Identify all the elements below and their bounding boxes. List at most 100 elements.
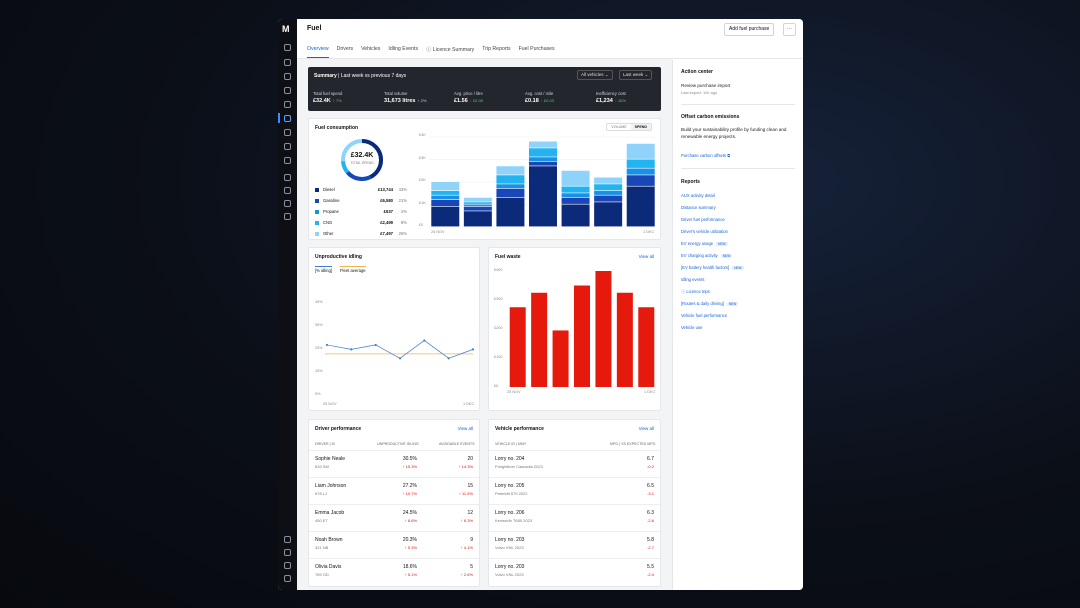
tab-drivers[interactable]: Drivers	[336, 46, 354, 52]
report-link[interactable]: EV charging activity NEW	[681, 253, 733, 258]
report-link[interactable]: [Routes & daily driving] NEW	[681, 301, 739, 306]
rail-icon-files[interactable]	[284, 187, 291, 194]
add-fuel-purchase-button[interactable]: Add fuel purchase	[724, 23, 775, 36]
action-item[interactable]: Review purchase import	[681, 83, 731, 88]
table-row[interactable]: Lorry no. 206 Kenworth T680 2023 6.3 -2.6	[489, 504, 660, 531]
bar-gasoline-1[interactable]	[463, 206, 492, 211]
waste-bar-0[interactable]	[509, 307, 526, 387]
bar-cng-0[interactable]	[431, 191, 460, 195]
rail-icon-fuel[interactable]	[284, 115, 291, 122]
tab-idling-events[interactable]: Idling Events	[388, 46, 419, 52]
table-row[interactable]: Lorry no. 203 Volvo VNL 2023 5.5 -2.4	[489, 558, 660, 585]
bar-gasoline-4[interactable]	[561, 197, 590, 204]
bar-gasoline-5[interactable]	[594, 195, 623, 202]
rail-icon-tools[interactable]	[284, 200, 291, 207]
view-all-link[interactable]: View all	[638, 254, 654, 259]
rail-icon-compliance[interactable]	[284, 87, 291, 94]
rail-icon-shield[interactable]	[284, 157, 291, 164]
rail-icon-maintenance[interactable]	[284, 101, 291, 108]
rail-icon-map[interactable]	[284, 59, 291, 66]
table-row[interactable]: Lorry no. 203 Volvo VNL 2023 5.8 -2.7	[489, 531, 660, 558]
toggle-volume[interactable]: VOLUME	[611, 125, 627, 129]
bar-propane-0[interactable]	[431, 195, 460, 200]
rail-icon-docs[interactable]	[284, 174, 291, 181]
bar-propane-6[interactable]	[626, 168, 655, 175]
idling-point-4[interactable]	[423, 339, 426, 342]
waste-bar-2[interactable]	[552, 330, 569, 387]
table-row[interactable]: Lorry no. 204 Freightliner Cascadia 2023 6…	[489, 450, 660, 477]
tab-licence-summary[interactable]: ⓘ Licence Summary	[426, 47, 475, 53]
bar-propane-5[interactable]	[594, 191, 623, 195]
period-filter[interactable]: Last week ⌄	[619, 70, 653, 80]
more-button[interactable]: ⋯	[783, 23, 796, 36]
bar-propane-3[interactable]	[529, 157, 557, 162]
tab-trip-reports[interactable]: Trip Reports	[482, 46, 511, 52]
rail-icon-briefcase[interactable]	[284, 213, 291, 220]
view-all-link[interactable]: View all	[638, 426, 654, 431]
rail-icon-user[interactable]	[284, 536, 291, 543]
report-link[interactable]: Idling events	[681, 277, 705, 282]
table-row[interactable]: Liam Johnson 678 LJ 27.2% ↑ 10.7% 15 ↑ 11.5%	[309, 477, 479, 504]
idling-point-5[interactable]	[447, 357, 450, 360]
bar-other-0[interactable]	[431, 182, 460, 191]
report-link[interactable]: Vehicle use	[681, 325, 702, 330]
waste-bar-6[interactable]	[638, 307, 655, 387]
tab-overview[interactable]: Overview	[307, 46, 329, 58]
idling-point-2[interactable]	[374, 343, 377, 347]
idling-point-1[interactable]	[350, 348, 353, 351]
bar-diesel-2[interactable]	[496, 197, 525, 227]
idling-point-6[interactable]	[471, 348, 475, 351]
bar-cng-5[interactable]	[594, 184, 623, 191]
bar-propane-4[interactable]	[561, 193, 590, 198]
waste-bar-4[interactable]	[595, 271, 612, 387]
rail-icon-bell[interactable]	[284, 562, 291, 569]
tab-fuel-purchases[interactable]: Fuel Purchases	[518, 46, 555, 52]
rail-icon-settings[interactable]	[284, 143, 291, 150]
report-link[interactable]: [EV battery health factors] NEW	[681, 265, 744, 270]
waste-bar-1[interactable]	[531, 292, 548, 387]
rail-icon-routes[interactable]	[284, 44, 291, 51]
bar-diesel-1[interactable]	[463, 211, 492, 227]
report-link[interactable]: ⓘ Licence trips	[681, 289, 710, 295]
bar-propane-2[interactable]	[496, 184, 525, 189]
table-row[interactable]: Noah Brown 321 NB 20.3% ↑ 5.3% 9 ↑ 4.1%	[309, 531, 479, 558]
rail-icon-safety[interactable]	[284, 73, 291, 80]
bar-gasoline-6[interactable]	[626, 175, 655, 186]
bar-diesel-3[interactable]	[529, 166, 557, 227]
rail-icon-account[interactable]	[284, 575, 291, 582]
waste-bar-5[interactable]	[616, 292, 633, 387]
bar-other-1[interactable]	[463, 197, 492, 202]
bar-gasoline-3[interactable]	[529, 161, 557, 166]
bar-cng-3[interactable]	[529, 148, 557, 157]
bar-diesel-5[interactable]	[594, 202, 623, 227]
report-link[interactable]: AUX activity detail	[681, 193, 715, 198]
bar-other-6[interactable]	[626, 143, 655, 159]
report-link[interactable]: EV energy usage NEW	[681, 241, 728, 246]
vehicle-filter[interactable]: All vehicles ⌄	[577, 70, 613, 80]
report-link[interactable]: Vehicle fuel performance	[681, 313, 727, 318]
bar-gasoline-2[interactable]	[496, 188, 525, 198]
tab-vehicles[interactable]: Vehicles	[361, 46, 381, 52]
bar-gasoline-0[interactable]	[431, 200, 460, 207]
bar-cng-6[interactable]	[626, 159, 655, 168]
bar-propane-1[interactable]	[463, 204, 492, 207]
bar-other-4[interactable]	[561, 170, 590, 186]
toggle-spend[interactable]: SPEND	[630, 124, 651, 130]
purchase-carbon-offsets-link[interactable]: Purchase carbon offsets ⧉	[681, 153, 731, 158]
report-link[interactable]: Driver fuel performance	[681, 217, 725, 222]
bar-diesel-6[interactable]	[626, 186, 655, 227]
report-link[interactable]: Driver's vehicle utilization	[681, 229, 728, 234]
bar-diesel-0[interactable]	[431, 206, 460, 227]
table-row[interactable]: Emma Jacob 450 ET 24.5% ↑ 8.6% 12 ↑ 6.3%	[309, 504, 479, 531]
bar-other-5[interactable]	[594, 177, 623, 184]
bar-other-3[interactable]	[529, 141, 557, 148]
bar-cng-2[interactable]	[496, 175, 525, 184]
idling-point-3[interactable]	[398, 357, 402, 360]
table-row[interactable]: Olivia Davis 789 OD 18.6% ↑ 5.1% 5 ↑ 2.6%	[309, 558, 479, 585]
table-row[interactable]: Lorry no. 205 Peterbilt 579 2022 6.5 -3.1	[489, 477, 660, 504]
bar-diesel-4[interactable]	[561, 204, 590, 227]
waste-bar-3[interactable]	[574, 285, 590, 388]
bar-other-2[interactable]	[496, 166, 525, 175]
view-all-link[interactable]: View all	[457, 426, 473, 431]
report-link[interactable]: Distance summary	[681, 205, 716, 210]
